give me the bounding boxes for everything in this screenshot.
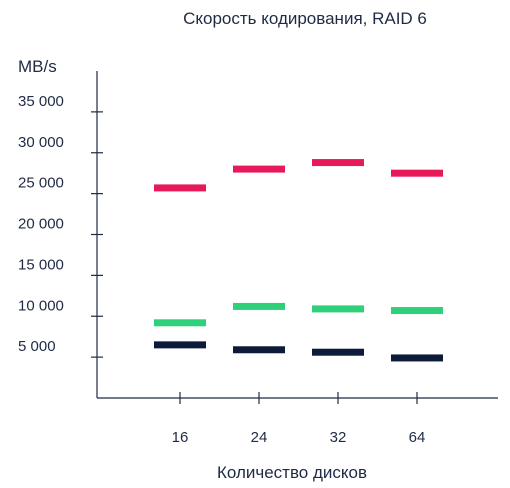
data-mark-series-1-32 [312,159,364,167]
data-mark-series-2-24 [233,302,285,310]
data-mark-series-1-24 [233,165,285,173]
x-tick-label: 16 [172,429,189,446]
data-mark-series-2-32 [312,305,364,313]
y-tick-label: 15 000 [18,256,64,273]
data-marks [154,159,443,362]
y-tick-label: 25 000 [18,175,64,192]
y-axis-unit: MB/s [18,57,57,76]
x-axis-ticks: 16 24 32 64 [172,392,426,446]
data-mark-series-3-24 [233,346,285,354]
y-tick-label: 10 000 [18,297,64,314]
y-tick-label: 35 000 [18,93,64,110]
data-mark-series-1-64 [391,169,443,177]
y-tick-label: 30 000 [18,134,64,151]
data-mark-series-2-16 [154,319,206,327]
y-axis-ticks: 5 000 10 000 15 000 20 000 25 000 30 000 35 00… [18,93,103,358]
data-mark-series-3-16 [154,341,206,349]
data-mark-series-2-64 [391,307,443,315]
x-tick-label: 32 [330,429,347,446]
y-tick-label: 5 000 [18,338,56,355]
y-tick-label: 20 000 [18,216,64,233]
data-mark-series-3-64 [391,354,443,362]
x-tick-label: 64 [409,429,426,446]
data-mark-series-3-32 [312,348,364,356]
x-tick-label: 24 [251,429,268,446]
chart-title: Скорость кодирования, RAID 6 [183,9,427,28]
data-mark-series-1-16 [154,184,206,192]
x-axis-label: Количество дисков [217,463,367,482]
